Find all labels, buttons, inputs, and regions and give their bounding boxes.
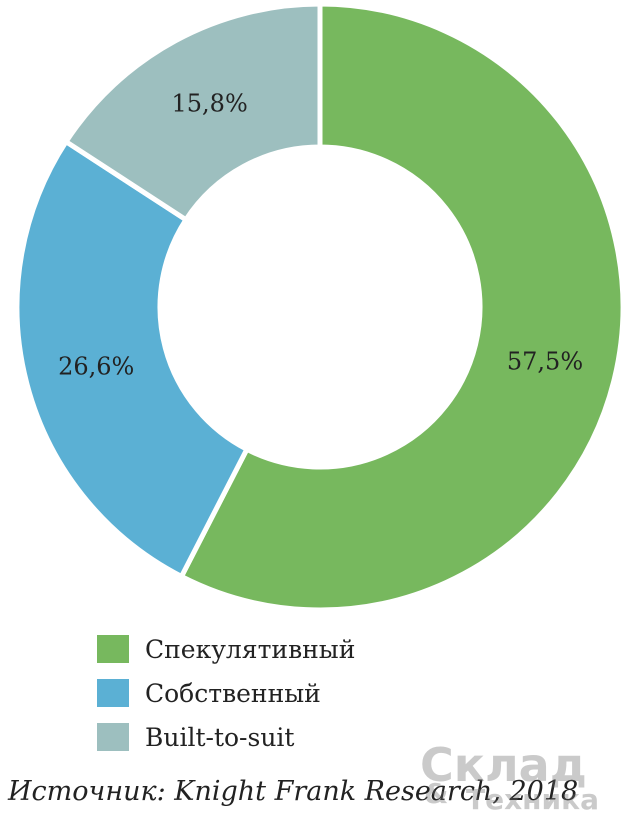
slice-label-own: 26,6% [58,352,134,380]
donut-chart: 57,5% 26,6% 15,8% [14,1,626,613]
legend-swatch-bts [97,723,129,751]
slice-label-bts: 15,8% [172,89,248,117]
legend: Спекулятивный Собственный Built-to-suit [97,627,355,759]
slice-bts [62,1,323,224]
legend-item-bts: Built-to-suit [97,715,355,759]
slice-speculative [178,1,626,613]
legend-swatch-own [97,679,129,707]
watermark-line2: Техника [466,783,600,816]
slice-label-speculative: 57,5% [507,347,583,375]
legend-label-own: Собственный [145,678,321,708]
slice-own [14,138,251,580]
watermark-logo: Склад & Техника [420,742,630,816]
watermark-line1: Склад [420,738,587,792]
legend-label-bts: Built-to-suit [145,722,295,752]
legend-label-speculative: Спекулятивный [145,634,356,664]
legend-swatch-speculative [97,635,129,663]
watermark-ampersand: & [424,777,449,810]
legend-item-speculative: Спекулятивный [97,627,355,671]
legend-item-own: Собственный [97,671,355,715]
source-note: Источник: Knight Frank Research, 2018 [8,776,579,807]
